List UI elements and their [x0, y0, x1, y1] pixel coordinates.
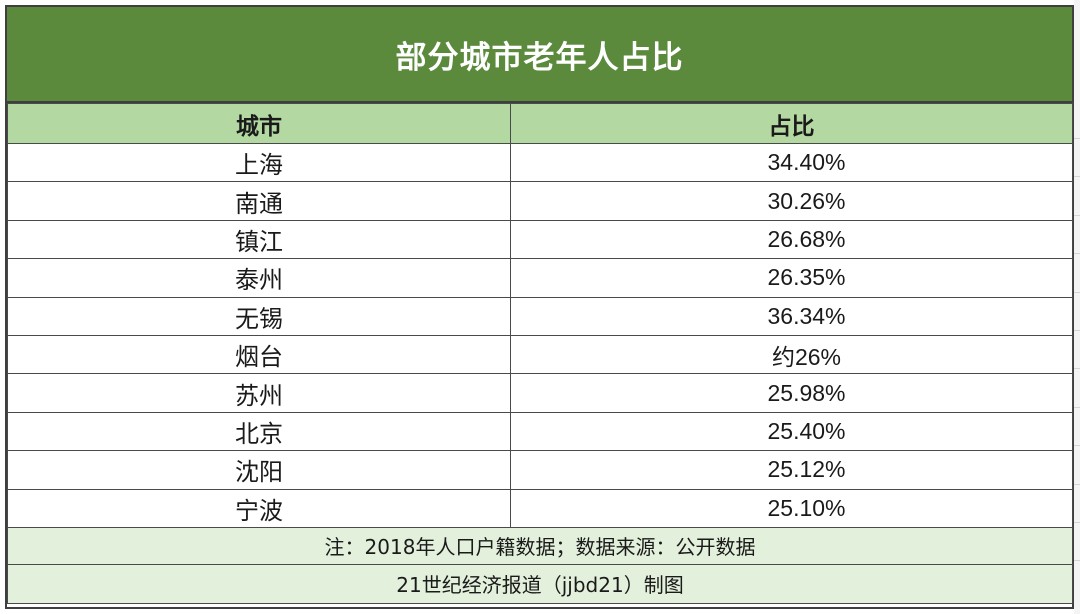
table-row: 沈阳 25.12% — [7, 450, 1073, 490]
column-header-share: 占比 — [510, 103, 1073, 144]
column-header-city: 城市 — [7, 103, 511, 144]
city-cell: 北京 — [7, 411, 511, 452]
city-cell: 南通 — [7, 181, 511, 221]
city-cell: 上海 — [7, 142, 511, 183]
table-row: 北京 25.40% — [7, 411, 1073, 452]
footer-note-row: 注：2018年人口户籍数据；数据来源：公开数据 — [7, 526, 1073, 565]
table-row: 泰州 26.35% — [7, 258, 1073, 298]
city-cell: 泰州 — [7, 258, 511, 298]
spreadsheet-gridlines — [1074, 0, 1080, 614]
share-cell: 36.34% — [510, 296, 1073, 336]
share-cell: 约26% — [510, 334, 1073, 375]
table-row: 宁波 25.10% — [7, 488, 1073, 528]
header-row: 城市 占比 — [7, 103, 1073, 144]
data-sheet: 部分城市老年人占比 城市 占比 上海 34.40% 南通 30.26% 镇江 2… — [5, 5, 1074, 609]
share-cell: 25.12% — [510, 450, 1073, 490]
city-cell: 沈阳 — [7, 450, 511, 490]
table-row: 镇江 26.68% — [7, 219, 1073, 260]
table-row: 南通 30.26% — [7, 181, 1073, 221]
table-row: 烟台 约26% — [7, 334, 1073, 375]
city-cell: 宁波 — [7, 488, 511, 528]
city-cell: 烟台 — [7, 334, 511, 375]
share-cell: 25.98% — [510, 373, 1073, 413]
source-note: 注：2018年人口户籍数据；数据来源：公开数据 — [7, 526, 1073, 565]
city-cell: 镇江 — [7, 219, 511, 260]
share-cell: 30.26% — [510, 181, 1073, 221]
share-cell: 25.40% — [510, 411, 1073, 452]
credit-line: 21世纪经济报道（jjbd21）制图 — [7, 563, 1073, 604]
table-row: 上海 34.40% — [7, 142, 1073, 183]
share-cell: 34.40% — [510, 142, 1073, 183]
city-cell: 苏州 — [7, 373, 511, 413]
share-cell: 26.35% — [510, 258, 1073, 298]
table-title: 部分城市老年人占比 — [7, 7, 1072, 103]
share-cell: 25.10% — [510, 488, 1073, 528]
elderly-ratio-table: 城市 占比 上海 34.40% 南通 30.26% 镇江 26.68% 泰州 2… — [7, 103, 1073, 604]
table-row: 苏州 25.98% — [7, 373, 1073, 413]
footer-credit-row: 21世纪经济报道（jjbd21）制图 — [7, 563, 1073, 604]
table-row: 无锡 36.34% — [7, 296, 1073, 336]
city-cell: 无锡 — [7, 296, 511, 336]
share-cell: 26.68% — [510, 219, 1073, 260]
